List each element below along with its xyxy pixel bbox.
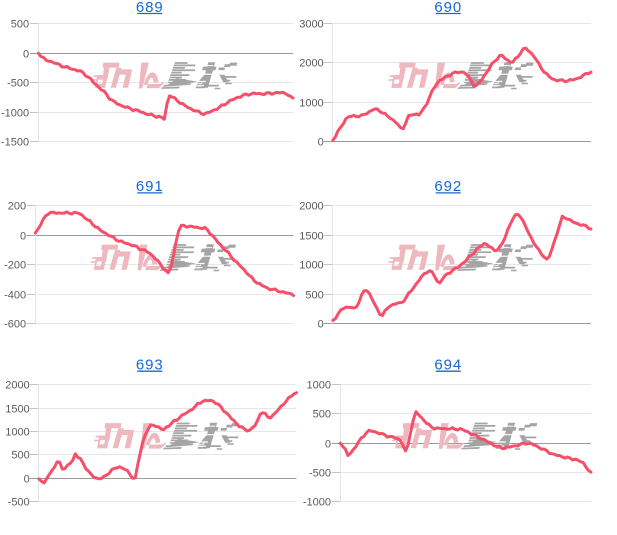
svg-text:1000: 1000 xyxy=(299,260,323,272)
svg-text:0: 0 xyxy=(318,137,324,149)
svg-text:0: 0 xyxy=(24,474,30,486)
svg-text:689: 689 xyxy=(136,0,164,16)
svg-text:-400: -400 xyxy=(4,290,26,302)
svg-text:1000: 1000 xyxy=(307,380,331,392)
svg-text:693: 693 xyxy=(136,357,164,374)
svg-text:200: 200 xyxy=(8,201,26,213)
svg-text:500: 500 xyxy=(305,290,323,302)
svg-text:694: 694 xyxy=(434,357,462,374)
svg-text:691: 691 xyxy=(136,178,164,195)
svg-text:-500: -500 xyxy=(8,497,30,509)
svg-text:1000: 1000 xyxy=(5,427,29,439)
svg-text:2000: 2000 xyxy=(299,201,323,213)
svg-text:0: 0 xyxy=(20,231,26,243)
svg-text:2000: 2000 xyxy=(299,58,323,70)
svg-text:0: 0 xyxy=(325,439,331,451)
svg-text:1500: 1500 xyxy=(299,231,323,243)
svg-text:3000: 3000 xyxy=(299,19,323,31)
svg-text:692: 692 xyxy=(434,178,462,195)
svg-text:-1500: -1500 xyxy=(1,137,29,149)
svg-text:500: 500 xyxy=(11,19,29,31)
svg-text:1000: 1000 xyxy=(299,98,323,110)
svg-text:1500: 1500 xyxy=(5,404,29,416)
svg-text:500: 500 xyxy=(313,409,331,421)
svg-text:2000: 2000 xyxy=(5,380,29,392)
svg-text:690: 690 xyxy=(434,0,462,16)
svg-text:-200: -200 xyxy=(4,260,26,272)
svg-text:-500: -500 xyxy=(7,78,29,90)
svg-text:-1000: -1000 xyxy=(1,108,29,120)
svg-text:-1000: -1000 xyxy=(303,497,331,509)
svg-text:0: 0 xyxy=(23,49,29,61)
svg-text:-500: -500 xyxy=(309,468,331,480)
svg-text:500: 500 xyxy=(11,450,29,462)
svg-text:-600: -600 xyxy=(4,319,26,331)
svg-text:0: 0 xyxy=(318,319,324,331)
